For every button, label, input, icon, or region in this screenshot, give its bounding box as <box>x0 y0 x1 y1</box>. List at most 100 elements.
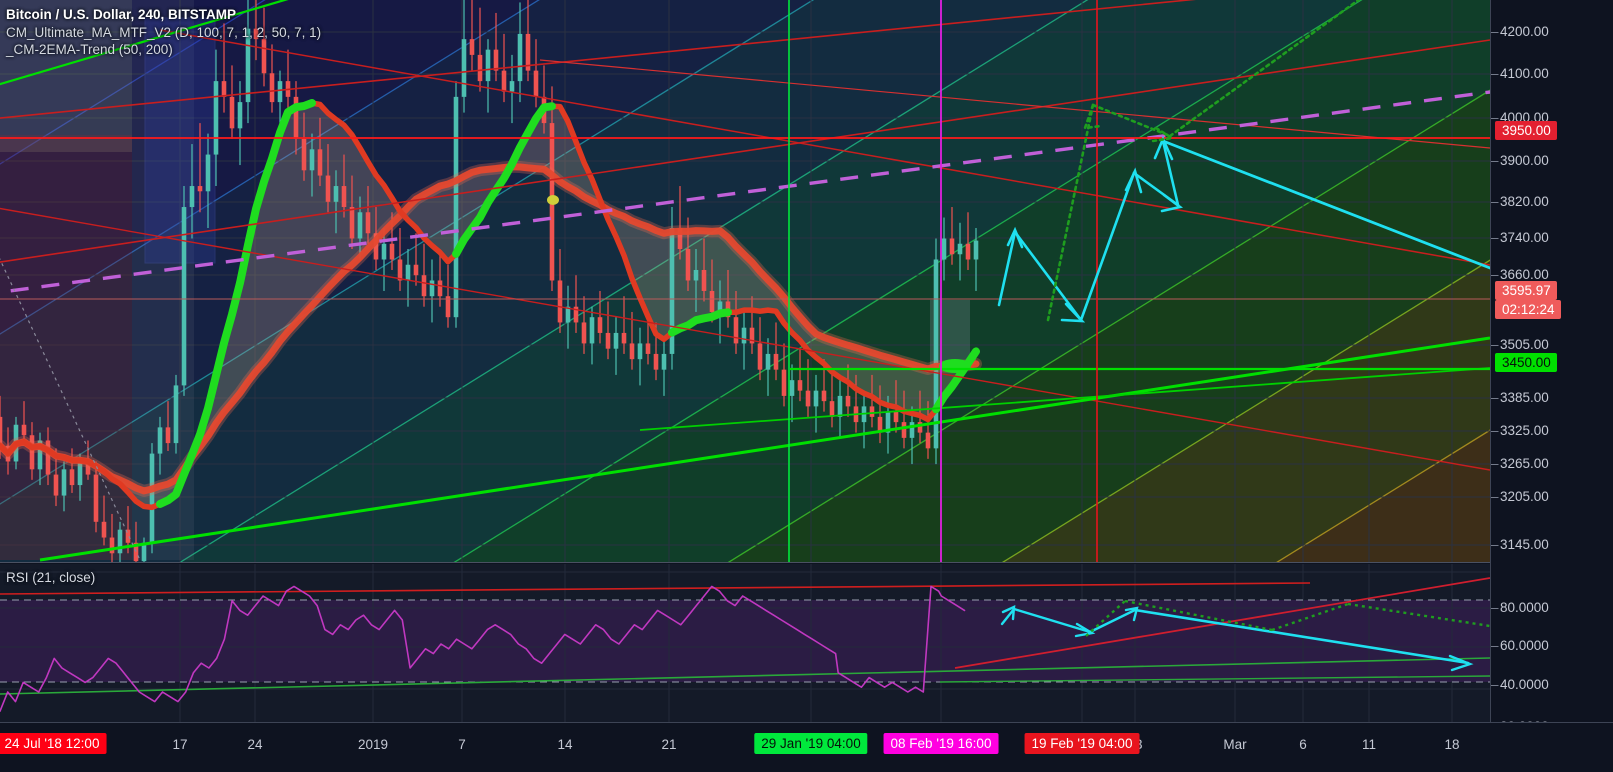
countdown-label[interactable]: 02:12:24 <box>1495 300 1561 319</box>
resistance-price-label[interactable]: 3950.00 <box>1495 121 1557 140</box>
rsi-trendline-green[interactable] <box>0 657 1490 695</box>
time-marker-red[interactable]: 19 Feb '19 04:00 <box>1024 733 1140 754</box>
time-scale[interactable]: 172420197142123Mar6111824 Jul '18 12:002… <box>0 722 1613 772</box>
candle-body <box>397 259 403 281</box>
trendline-green-topleft[interactable] <box>0 0 420 90</box>
rsi-chart-canvas[interactable] <box>0 564 1490 722</box>
tick-dash: – <box>1491 24 1499 39</box>
candle-body <box>349 207 355 239</box>
prediction-arrows-cyan[interactable] <box>997 135 1490 323</box>
trendline-red-flat[interactable] <box>539 59 1490 149</box>
candle-body <box>165 427 171 444</box>
highlight-box-topleft <box>0 0 132 152</box>
candle-body <box>933 259 939 449</box>
candle-body <box>333 186 339 202</box>
candle-body <box>525 33 531 71</box>
tick-dash: – <box>1491 337 1499 352</box>
candle-body <box>845 395 851 407</box>
candle-body <box>429 280 435 297</box>
highlight-box-left <box>0 135 132 560</box>
tick-value: 3660.00 <box>1500 267 1549 282</box>
candle-body <box>869 406 875 417</box>
candle-body <box>69 469 75 486</box>
candle-body <box>221 81 227 97</box>
tick-dash: – <box>1491 390 1499 405</box>
tick-value: 3740.00 <box>1500 230 1549 245</box>
ma-dot-green-right <box>939 359 971 373</box>
price-axis-tick: –3205.00 <box>1491 490 1613 504</box>
price-pane[interactable]: Bitcoin / U.S. Dollar, 240, BITSTAMP CM_… <box>0 0 1490 562</box>
candle-body <box>149 453 155 543</box>
candle-body <box>885 411 891 433</box>
trendline-purple-dashed[interactable] <box>0 90 1490 295</box>
time-axis-tick: 2019 <box>357 737 389 752</box>
price-scale[interactable]: –4200.00 –4100.00 –4000.00 –3900.00 –3820.00… <box>1490 0 1613 734</box>
time-axis-tick: 18 <box>1444 737 1460 752</box>
trendline-red-down[interactable] <box>0 205 1490 471</box>
tick-value: 3900.00 <box>1500 153 1549 168</box>
candle-body <box>77 461 83 486</box>
rsi-trendline-red-top[interactable] <box>0 582 1311 595</box>
rsi-prediction-arrows[interactable] <box>1000 605 1474 672</box>
candle-body <box>45 440 51 475</box>
candle-body <box>677 228 683 249</box>
candle-body <box>485 49 491 82</box>
trendline-red-up[interactable] <box>0 39 1490 265</box>
time-marker-magenta[interactable]: 08 Feb '19 16:00 <box>883 733 999 754</box>
tick-value: 4100.00 <box>1500 66 1549 81</box>
candle-body <box>893 411 899 423</box>
price-axis-tick: –3505.00 <box>1491 338 1613 352</box>
candle-body <box>109 537 115 554</box>
rainbow-channel <box>0 0 1490 562</box>
candle-body <box>517 33 523 82</box>
tick-value: 3505.00 <box>1500 337 1549 352</box>
rsi-projection-dotted[interactable] <box>1085 599 1490 637</box>
tick-value: 3385.00 <box>1500 390 1549 405</box>
time-marker-start[interactable]: 24 Jul '18 12:00 <box>0 733 107 754</box>
rsi-trendline-green2[interactable] <box>939 675 1490 683</box>
pane-separator <box>0 562 1613 563</box>
time-marker-green[interactable]: 29 Jan '19 04:00 <box>754 733 868 754</box>
support-price-label[interactable]: 3450.00 <box>1495 353 1557 372</box>
candle-body <box>813 390 819 407</box>
candle-body <box>325 175 331 202</box>
ma-slow-glow <box>0 160 982 497</box>
price-axis-tick: –60.0000 <box>1491 639 1613 653</box>
candle-body <box>205 154 211 192</box>
support-trendline-green[interactable] <box>39 336 1490 562</box>
candle-body <box>685 249 691 281</box>
trendline-red-down2[interactable] <box>159 29 1490 266</box>
support-trendline-green2[interactable] <box>639 367 1490 431</box>
candle-body <box>965 243 971 260</box>
price-chart-canvas[interactable] <box>0 0 1490 562</box>
candle-body <box>213 81 219 155</box>
candle-body <box>29 435 35 470</box>
candle-body <box>421 275 427 297</box>
candle-body <box>949 238 955 255</box>
candle-body <box>797 380 803 391</box>
candle-body <box>781 369 787 396</box>
drawn-trendlines[interactable] <box>0 0 1490 562</box>
candle-body <box>749 327 755 344</box>
candle-body <box>61 469 67 496</box>
price-axis-tick: –3660.00 <box>1491 268 1613 282</box>
candle-body <box>341 186 347 208</box>
trendline-red-up2[interactable] <box>0 0 1490 120</box>
candle-body <box>317 149 323 176</box>
candle-body <box>93 474 99 522</box>
trendline-grey-dotted[interactable] <box>0 238 141 561</box>
rsi-line <box>0 585 966 712</box>
last-price-label[interactable]: 3595.97 <box>1495 281 1557 300</box>
price-axis-tick: –3325.00 <box>1491 424 1613 438</box>
candle-body <box>237 102 243 129</box>
tick-dash: – <box>1491 230 1499 245</box>
candle-body <box>589 317 595 344</box>
rsi-pane[interactable]: RSI (21, close) <box>0 564 1490 722</box>
candle-body <box>381 243 387 260</box>
tick-dash: – <box>1491 600 1499 615</box>
candle-body <box>173 385 179 444</box>
time-axis-tick: 14 <box>557 737 573 752</box>
candle-body <box>189 186 195 208</box>
projection-dotted-green[interactable] <box>1046 0 1400 322</box>
tick-value: 80.0000 <box>1500 600 1549 615</box>
